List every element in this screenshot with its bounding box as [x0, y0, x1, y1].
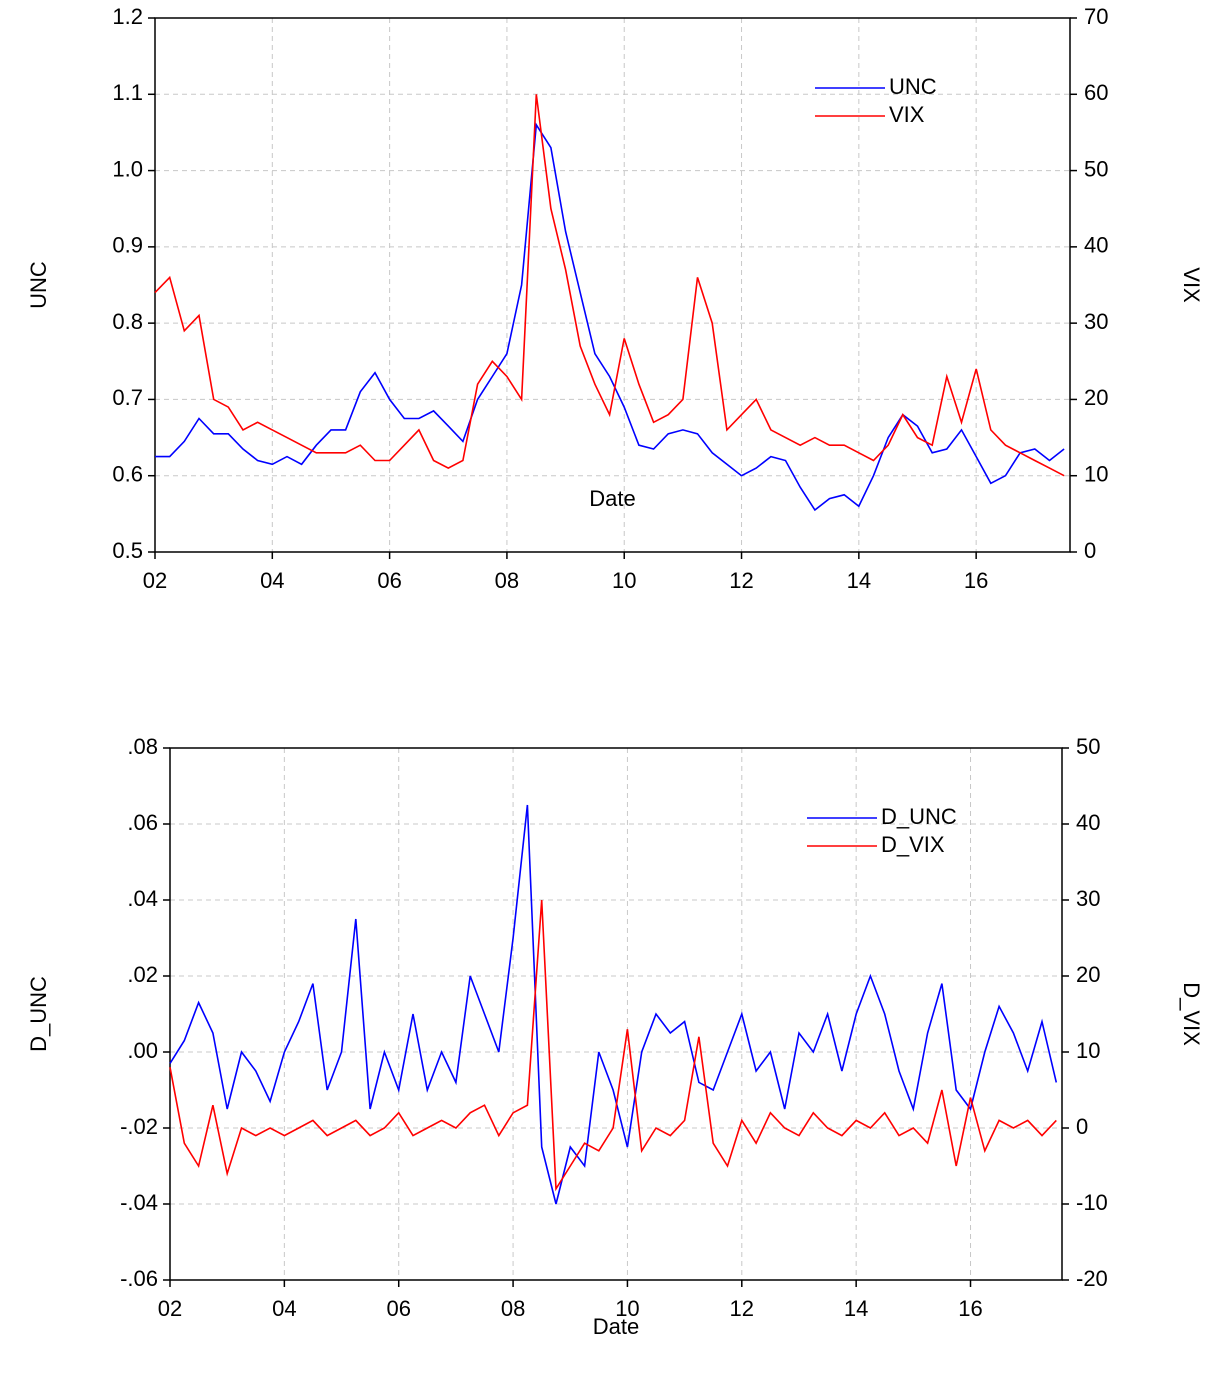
x-tick-label: 12 [729, 568, 753, 593]
x-tick-label: 16 [964, 568, 988, 593]
y-tick-label: 1.1 [112, 80, 143, 105]
x-tick-label: 10 [612, 568, 636, 593]
x-tick-label: 06 [386, 1296, 410, 1321]
x-tick-label: 08 [495, 568, 519, 593]
x-tick-label: 08 [501, 1296, 525, 1321]
x-tick-label: 04 [260, 568, 284, 593]
series-line [155, 122, 1065, 512]
legend-label: D_UNC [881, 804, 957, 829]
y-tick-label: 1.2 [112, 4, 143, 29]
y2-axis-label: D_VIX [1179, 982, 1204, 1046]
y2-tick-label: 50 [1076, 734, 1100, 759]
x-axis-label: Date [589, 486, 635, 511]
x-tick-label: 12 [730, 1296, 754, 1321]
series-line [169, 899, 1057, 1192]
y2-tick-label: 50 [1084, 156, 1108, 181]
y2-tick-label: 30 [1084, 309, 1108, 334]
y-tick-label: .06 [127, 810, 158, 835]
y2-tick-label: 0 [1076, 1114, 1088, 1139]
y-tick-label: .08 [127, 734, 158, 759]
plot-frame [169, 747, 1063, 1281]
y-axis-label: UNC [26, 261, 51, 309]
y2-tick-label: -10 [1076, 1190, 1108, 1215]
y2-tick-label: 20 [1076, 962, 1100, 987]
y2-tick-label: 40 [1076, 810, 1100, 835]
x-tick-label: 14 [844, 1296, 868, 1321]
y2-tick-label: 10 [1076, 1038, 1100, 1063]
x-tick-label: 02 [143, 568, 167, 593]
x-tick-label: 14 [847, 568, 871, 593]
x-tick-label: 16 [958, 1296, 982, 1321]
x-axis-label: Date [593, 1314, 639, 1339]
y-tick-label: 0.5 [112, 538, 143, 563]
y2-axis-label: VIX [1179, 267, 1204, 303]
y2-tick-label: -20 [1076, 1266, 1108, 1291]
y2-tick-label: 0 [1084, 538, 1096, 563]
legend-label: VIX [889, 102, 925, 127]
y-tick-label: 0.9 [112, 233, 143, 258]
y-tick-label: .04 [127, 886, 158, 911]
y-axis-label: D_UNC [26, 976, 51, 1052]
x-tick-label: 02 [158, 1296, 182, 1321]
series-line [154, 94, 1065, 477]
y2-tick-label: 30 [1076, 886, 1100, 911]
y-tick-label: 0.7 [112, 385, 143, 410]
y-tick-label: .02 [127, 962, 158, 987]
y-tick-label: 1.0 [112, 156, 143, 181]
y2-tick-label: 40 [1084, 233, 1108, 258]
x-tick-label: 10 [615, 1296, 639, 1321]
y2-tick-label: 70 [1084, 4, 1108, 29]
x-tick-label: 06 [377, 568, 401, 593]
series-line [169, 804, 1058, 1205]
y-tick-label: -.04 [120, 1190, 158, 1215]
y2-tick-label: 10 [1084, 462, 1108, 487]
x-tick-label: 04 [272, 1296, 296, 1321]
y-tick-label: 0.6 [112, 462, 143, 487]
legend-label: D_VIX [881, 832, 945, 857]
y-tick-label: -.02 [120, 1114, 158, 1139]
y2-tick-label: 60 [1084, 80, 1108, 105]
legend-label: UNC [889, 74, 937, 99]
y-tick-label: 0.8 [112, 309, 143, 334]
y-tick-label: -.06 [120, 1266, 158, 1291]
plot-frame [154, 17, 1071, 553]
y-tick-label: .00 [127, 1038, 158, 1063]
y2-tick-label: 20 [1084, 385, 1108, 410]
